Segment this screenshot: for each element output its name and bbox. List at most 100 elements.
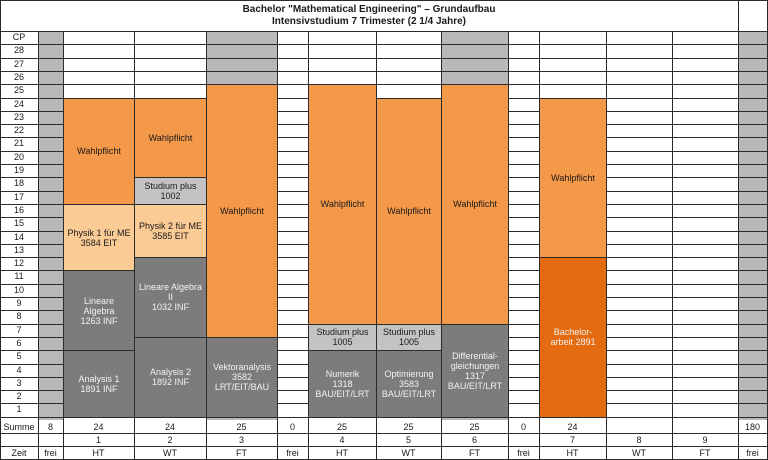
zeit-label: Zeit [11, 447, 27, 458]
cp-label: 6 [16, 337, 22, 348]
cp-label: 4 [16, 364, 22, 375]
cp-label: 21 [13, 138, 24, 149]
course-block-analysis2: Analysis 2 1892 INF [134, 336, 207, 418]
summe-cell [606, 420, 672, 433]
zeit-cell: frei [746, 447, 759, 458]
grid-row-line [0, 57, 768, 59]
grid-col-line [277, 0, 278, 460]
trimester-cell: 8 [636, 434, 642, 445]
trimester-cell: 7 [569, 434, 575, 445]
course-block-wahl1: Wahlpflicht [63, 97, 135, 205]
grid-col-line [508, 0, 509, 460]
cp-label: 13 [13, 244, 24, 255]
summe-bottom-line [0, 433, 768, 434]
cp-label: 2 [16, 391, 22, 402]
summe-cell: 24 [164, 421, 175, 432]
grid-col-line [539, 0, 540, 460]
grid-col-line [308, 0, 309, 460]
grid-col-line [134, 0, 135, 460]
summe-cell: 0 [289, 421, 295, 432]
summe-label: Summe [3, 421, 35, 432]
course-block-wahl6: Wahlpflicht [441, 84, 509, 325]
gap-column [38, 31, 63, 420]
grid-row-line [0, 44, 768, 46]
course-block-wahl4: Wahlpflicht [308, 84, 377, 325]
cp-label: 7 [16, 324, 22, 335]
cp-label: 3 [16, 377, 22, 388]
cp-label: 16 [13, 204, 24, 215]
grid-row-line [0, 84, 768, 86]
cp-label: 18 [13, 178, 24, 189]
grid-col-line [606, 0, 607, 460]
summe-cell: 180 [744, 421, 761, 432]
cp-label: 19 [13, 165, 24, 175]
cp-label: 20 [13, 151, 24, 162]
zeit-cell: HT [566, 447, 579, 458]
zeit-cell: frei [286, 447, 299, 458]
zeit-cell: WT [632, 447, 646, 458]
course-block-wahl2: Wahlpflicht [134, 97, 207, 179]
trimester-cell: 1 [95, 434, 101, 445]
cp-label: 17 [13, 191, 24, 202]
cp-label: 11 [14, 271, 24, 282]
grid-col-line [206, 0, 207, 460]
course-block-bachelor: Bachelor- arbeit 2891 [539, 257, 607, 418]
trimester-cell: 4 [339, 434, 345, 445]
cp-label: 14 [13, 231, 24, 242]
grid-col-line [672, 0, 673, 460]
summe-cell: 25 [469, 421, 480, 432]
title-line-1: Bachelor "Mathematical Engineering" – Gr… [242, 4, 496, 15]
trimester-cell [277, 433, 308, 446]
cp-label: 9 [16, 298, 22, 308]
course-block-wahl5: Wahlpflicht [376, 97, 442, 325]
zeit-cell: HT [336, 447, 348, 458]
cp-label: 22 [13, 125, 24, 136]
cp-label: 26 [13, 71, 24, 82]
course-block-lineare1: Lineare Algebra 1263 INF [63, 270, 135, 352]
zeit-cell: WT [401, 447, 416, 458]
cp-label: 10 [13, 284, 24, 295]
summe-cell: 24 [93, 421, 104, 432]
cp-label: 12 [13, 258, 24, 269]
summe-cell: 24 [567, 421, 578, 432]
trimester-cell [738, 433, 767, 446]
cp-label: 24 [13, 98, 24, 109]
zeit-cell: WT [163, 447, 177, 458]
trimester-cell: 6 [471, 434, 477, 445]
grid-col-line [63, 0, 64, 460]
cp-label: 8 [16, 311, 22, 322]
trimester-cell: 5 [405, 434, 411, 445]
cp-header: CP [12, 32, 26, 42]
grid-col-line [441, 0, 442, 460]
trimester-bottom-line [0, 446, 768, 447]
trimester-cell [38, 433, 63, 446]
summe-cell: 25 [236, 421, 247, 432]
cp-label: 1 [16, 404, 22, 415]
cp-label: 15 [13, 218, 24, 229]
summe-cell: 0 [520, 421, 526, 432]
course-block-physik1: Physik 1 für ME 3584 EIT [63, 203, 135, 272]
frame-top [0, 0, 768, 1]
page-title: Bachelor "Mathematical Engineering" – Gr… [1, 1, 737, 31]
course-block-lineare2: Lineare Algebra II 1032 INF [134, 257, 207, 338]
cp-label: 5 [16, 351, 22, 362]
grid-col-line [376, 0, 377, 460]
course-block-diffgl: Differential- gleichungen 1317 BAU/EIT/L… [441, 323, 509, 418]
title-line-2: Intensivstudium 7 Trimester (2 1/4 Jahre… [272, 16, 466, 27]
course-block-wahl3: Wahlpflicht [206, 84, 278, 338]
cp-label: 28 [13, 45, 24, 56]
summe-cell [672, 420, 738, 433]
course-block-studplus4: Studium plus 1005 [308, 323, 377, 352]
cp-label: 27 [13, 58, 24, 69]
course-block-optimierung: Optimierung 3583 BAU/EIT/LRT [376, 350, 442, 418]
cp-label: 25 [13, 85, 24, 96]
trimester-cell [508, 433, 539, 446]
title-cover [1, 1, 737, 31]
cp-label: 23 [13, 111, 24, 122]
trimester-cell: 2 [167, 434, 173, 445]
course-block-vektor: Vektoranalysis 3582 LRT/EIT/BAU [206, 336, 278, 418]
zeit-cell: FT [236, 447, 247, 458]
grid-col-line [38, 0, 39, 460]
summe-cell: 25 [336, 421, 347, 432]
